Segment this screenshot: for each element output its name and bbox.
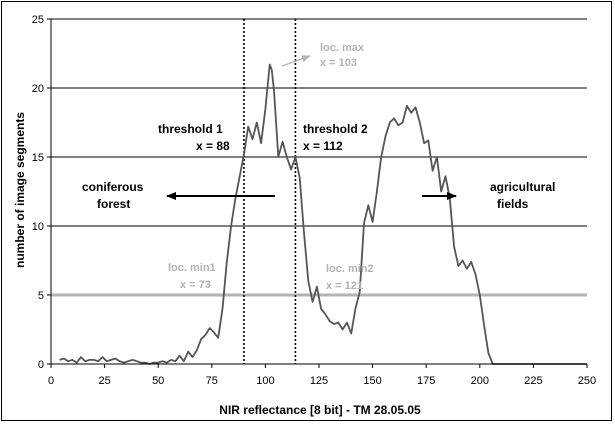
x-tick-label-0: 0 [48,375,54,387]
threshold2-value: x = 112 [303,139,343,153]
x-tick-label-250: 250 [578,375,596,387]
y-tick-labels: 0 5 10 15 20 25 [32,14,44,371]
x-tick-label-175: 175 [417,375,435,387]
fields-label-line1: agricultural [490,180,555,194]
forest-label-line2: forest [97,197,130,211]
axes [47,18,588,368]
locmin1-label: loc. min1 [168,262,216,274]
x-axis-title: NIR reflectance [8 bit] - TM 28.05.05 [219,403,421,417]
forest-label-line1: coniferous [82,180,144,194]
locmax-value: x = 103 [320,57,357,69]
x-tick-label-200: 200 [471,375,489,387]
threshold2-label: threshold 2 [303,122,368,136]
x-tick-label-150: 150 [363,375,381,387]
series-layer [59,63,587,365]
y-tick-label-5: 5 [38,290,44,302]
locmin2-label: loc. min2 [326,263,374,275]
x-tick-label-125: 125 [310,375,328,387]
locmin1-value: x = 73 [180,279,211,291]
fields-label-line2: fields [497,197,529,211]
threshold1-value: x = 88 [196,139,230,153]
y-tick-label-20: 20 [32,83,44,95]
y-tick-label-10: 10 [32,221,44,233]
y-axis-title: number of image segments [13,112,27,268]
x-tick-label-225: 225 [524,375,542,387]
x-tick-label-100: 100 [256,375,274,387]
y-tick-label-15: 15 [32,152,44,164]
x-tick-label-50: 50 [152,375,164,387]
x-tick-label-75: 75 [206,375,218,387]
y-tick-label-25: 25 [32,14,44,26]
threshold1-label: threshold 1 [158,122,223,136]
series-line-1 [59,63,587,365]
locmin2-value: x = 121 [326,280,363,292]
y-tick-label-0: 0 [38,359,44,371]
x-tick-label-25: 25 [98,375,110,387]
gridlines [51,18,587,296]
x-tick-labels: 0 25 50 75 100 125 150 175 200 225 250 [48,375,596,387]
locmax-arrow-icon [281,55,311,67]
threshold-lines [243,19,297,364]
locmax-label: loc. max [320,42,365,54]
